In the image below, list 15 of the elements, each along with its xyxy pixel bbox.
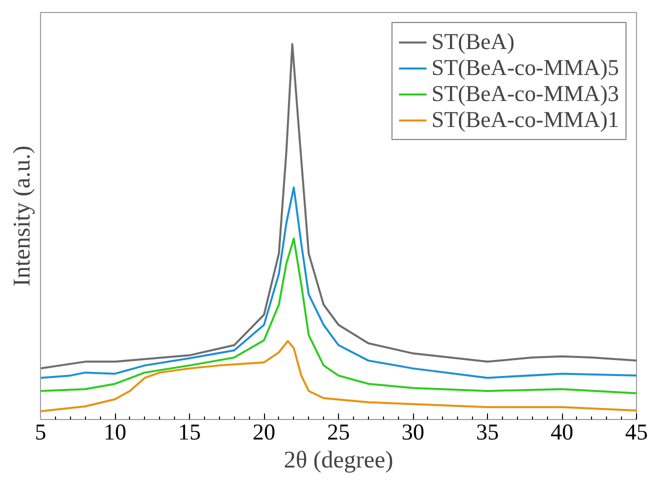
x-tick-label: 30 (402, 420, 424, 444)
legend-label: ST(BeA) (431, 29, 515, 55)
legend-label: ST(BeA-co-MMA)5 (431, 55, 619, 81)
x-tick-label: 20 (252, 420, 276, 444)
x-tick-label: 25 (327, 420, 350, 444)
x-tick-label: 15 (178, 420, 201, 444)
legend-label: ST(BeA-co-MMA)1 (431, 107, 619, 133)
legend-label: ST(BeA-co-MMA)3 (431, 81, 619, 107)
x-tick-label: 45 (625, 420, 648, 444)
x-tick-label: 10 (104, 420, 126, 444)
x-tick-label: 40 (550, 420, 574, 444)
x-axis-title: 2θ (degree) (284, 448, 394, 474)
y-axis-title: Intensity (a.u.) (10, 146, 36, 286)
x-tick-label: 5 (34, 420, 46, 444)
x-tick-label: 35 (476, 420, 499, 444)
